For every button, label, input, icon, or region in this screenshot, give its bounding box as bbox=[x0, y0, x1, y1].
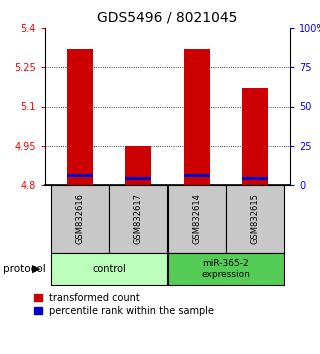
Bar bbox=[184, 174, 210, 177]
Bar bbox=[67, 174, 93, 177]
Bar bbox=[109, 185, 167, 253]
Text: GSM832616: GSM832616 bbox=[76, 194, 84, 245]
Bar bbox=[168, 185, 226, 253]
Text: GSM832617: GSM832617 bbox=[134, 194, 143, 245]
Text: control: control bbox=[92, 264, 126, 274]
Bar bbox=[125, 146, 151, 185]
Text: protocol: protocol bbox=[3, 264, 46, 274]
Text: GSM832614: GSM832614 bbox=[192, 194, 201, 245]
Bar bbox=[67, 49, 93, 185]
Bar bbox=[242, 177, 268, 180]
Bar bbox=[125, 177, 151, 180]
Text: GSM832615: GSM832615 bbox=[251, 194, 260, 245]
Bar bbox=[242, 88, 268, 185]
Title: GDS5496 / 8021045: GDS5496 / 8021045 bbox=[97, 10, 238, 24]
Bar bbox=[51, 253, 167, 285]
Bar bbox=[184, 49, 210, 185]
Text: miR-365-2
expression: miR-365-2 expression bbox=[201, 259, 250, 279]
Bar bbox=[51, 185, 109, 253]
Bar bbox=[168, 253, 284, 285]
Text: ▶: ▶ bbox=[32, 264, 41, 274]
Legend: transformed count, percentile rank within the sample: transformed count, percentile rank withi… bbox=[34, 293, 214, 316]
Bar bbox=[226, 185, 284, 253]
